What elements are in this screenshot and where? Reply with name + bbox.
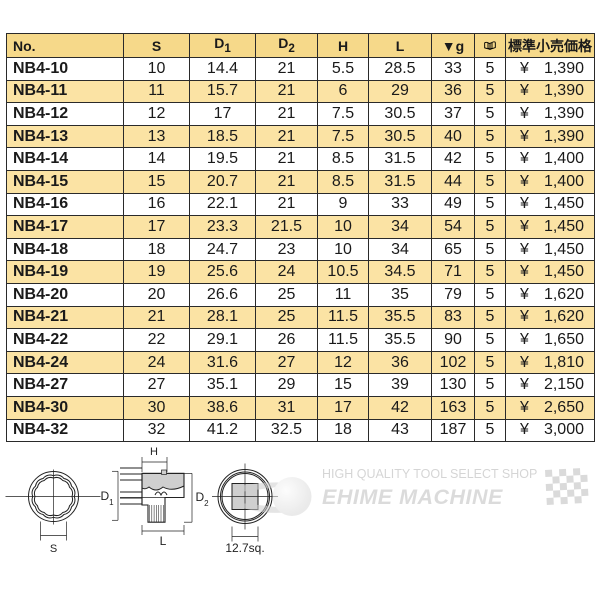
svg-text:D2: D2 — [195, 490, 209, 508]
svg-text:S: S — [50, 543, 57, 555]
svg-text:H: H — [150, 446, 158, 458]
svg-text:L: L — [160, 534, 167, 548]
svg-text:HIGH QUALITY TOOL SELECT SHOP: HIGH QUALITY TOOL SELECT SHOP — [322, 467, 537, 481]
svg-text:12.7sq.: 12.7sq. — [225, 541, 264, 555]
svg-text:EHIME MACHINE: EHIME MACHINE — [322, 485, 503, 509]
svg-text:D1: D1 — [100, 489, 114, 507]
